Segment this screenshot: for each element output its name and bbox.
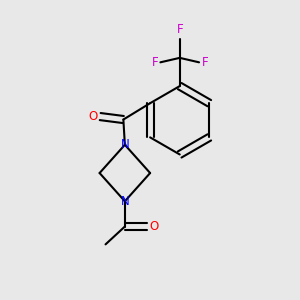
Text: F: F [176, 23, 183, 36]
Text: F: F [201, 56, 208, 69]
Text: O: O [88, 110, 98, 123]
Text: O: O [149, 220, 159, 233]
Text: F: F [152, 56, 158, 69]
Text: N: N [121, 195, 129, 208]
Text: N: N [121, 138, 129, 151]
